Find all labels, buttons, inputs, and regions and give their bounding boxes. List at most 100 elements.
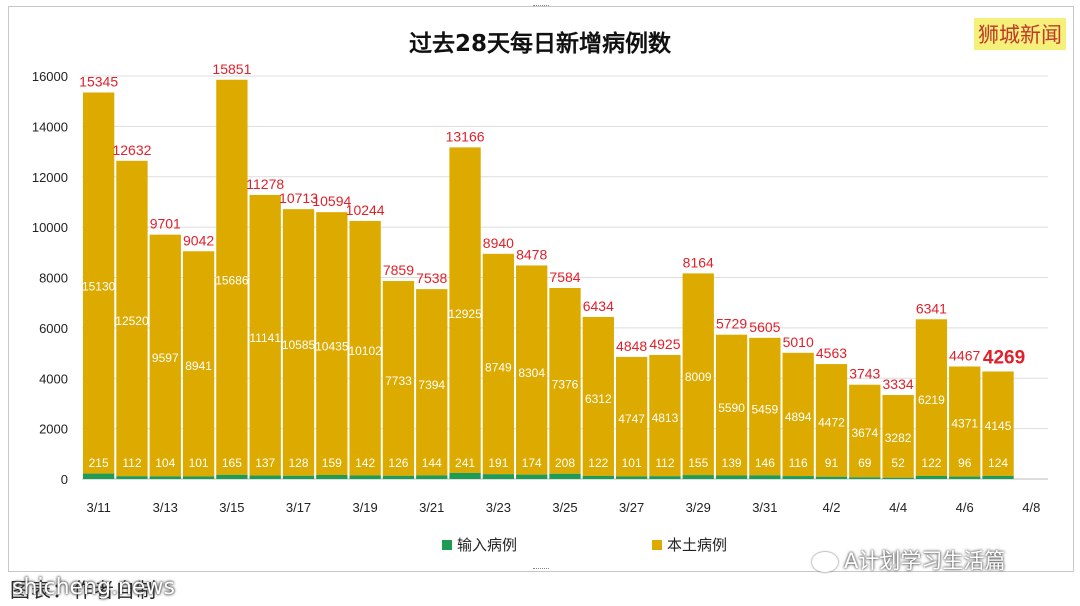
- bar-imported: [615, 476, 648, 479]
- total-value-label: 4925: [649, 336, 680, 352]
- bar-imported: [216, 474, 248, 479]
- bar-local: [249, 194, 281, 476]
- total-value-label: 8940: [483, 235, 514, 251]
- local-value-label: 6312: [585, 392, 612, 406]
- local-value-label: 4145: [985, 419, 1012, 433]
- local-value-label: 15686: [215, 273, 249, 287]
- bar-imported: [915, 475, 948, 479]
- imported-value-label: 144: [422, 456, 442, 470]
- total-value-label: 4269: [983, 347, 1025, 368]
- total-value-label: 5729: [716, 316, 747, 332]
- bar-local: [815, 364, 848, 477]
- total-value-label: 7584: [549, 269, 580, 285]
- bar-local: [82, 92, 115, 474]
- total-value-label: 9042: [183, 232, 214, 248]
- bar-imported: [649, 476, 681, 479]
- bar-imported: [949, 476, 981, 479]
- bar-imported: [715, 475, 748, 479]
- bar-local: [582, 316, 614, 476]
- x-tick-label: 3/13: [153, 500, 178, 515]
- x-tick-label: 3/15: [219, 500, 244, 515]
- x-tick-label: 3/11: [86, 500, 110, 515]
- local-value-label: 3674: [851, 426, 878, 440]
- local-value-label: 8009: [685, 370, 712, 384]
- total-value-label: 10594: [312, 193, 351, 209]
- bar-imported: [116, 476, 148, 479]
- total-value-label: 6341: [916, 300, 947, 316]
- x-tick-label: 3/31: [752, 500, 777, 515]
- bar-imported: [149, 476, 181, 479]
- bar-local: [949, 366, 981, 477]
- imported-value-label: 116: [789, 456, 808, 470]
- total-value-label: 4563: [816, 345, 847, 361]
- imported-value-label: 139: [722, 456, 742, 470]
- local-value-label: 4747: [618, 412, 645, 426]
- bar-local: [516, 265, 548, 475]
- legend-label-imported: 输入病例: [457, 536, 517, 554]
- brand-label: 狮城新闻: [974, 18, 1066, 50]
- x-tick-label: 3/27: [619, 500, 644, 515]
- imported-value-label: 174: [522, 456, 542, 470]
- local-value-label: 4894: [785, 410, 812, 424]
- imported-value-label: 128: [289, 456, 309, 470]
- bar-local: [549, 287, 581, 474]
- bar-local: [449, 147, 481, 473]
- total-value-label: 3743: [849, 366, 880, 382]
- y-tick-label: 14000: [32, 119, 68, 134]
- total-value-label: 12632: [112, 142, 151, 158]
- total-value-label: 7859: [383, 262, 414, 278]
- bar-imported: [349, 475, 381, 479]
- total-value-label: 15345: [79, 73, 118, 89]
- total-value-label: 10244: [346, 202, 385, 218]
- wechat-icon: [812, 552, 838, 572]
- imported-value-label: 191: [488, 456, 508, 470]
- local-value-label: 5459: [752, 402, 779, 416]
- local-value-label: 3282: [885, 431, 912, 445]
- y-tick-label: 2000: [39, 422, 68, 437]
- x-tick-label: 3/19: [352, 500, 377, 515]
- imported-value-label: 112: [122, 456, 141, 470]
- imported-value-label: 91: [825, 456, 839, 470]
- local-value-label: 8304: [518, 366, 545, 380]
- local-value-label: 4371: [951, 417, 978, 431]
- imported-value-label: 122: [588, 456, 608, 470]
- imported-value-label: 142: [355, 456, 375, 470]
- account-watermark-text: A计划学习生活篇: [844, 549, 1006, 573]
- bar-imported: [82, 473, 115, 479]
- bar-imported: [982, 475, 1014, 479]
- site-watermark: shicheng.news: [12, 575, 175, 600]
- legend-swatch-local: [652, 540, 662, 550]
- x-tick-label: 3/17: [286, 500, 311, 515]
- local-value-label: 8941: [185, 359, 212, 373]
- bar-imported: [416, 475, 448, 479]
- frame-handle: [533, 568, 549, 572]
- y-tick-label: 0: [61, 472, 68, 487]
- imported-value-label: 52: [891, 456, 905, 470]
- x-tick-label: 4/8: [1022, 500, 1040, 515]
- bar-imported: [382, 475, 415, 479]
- bar-local: [782, 352, 814, 477]
- total-value-label: 6434: [583, 298, 614, 314]
- x-tick-label: 3/29: [686, 500, 711, 515]
- bar-imported: [316, 474, 348, 479]
- x-tick-label: 4/6: [956, 500, 974, 515]
- imported-value-label: 126: [388, 456, 408, 470]
- imported-value-label: 69: [858, 456, 872, 470]
- y-tick-label: 6000: [39, 321, 68, 336]
- bar-imported: [582, 475, 614, 479]
- bar-local: [282, 209, 315, 476]
- total-value-label: 5605: [749, 319, 780, 335]
- imported-value-label: 165: [222, 456, 242, 470]
- bar-local: [416, 289, 448, 476]
- x-tick-label: 3/23: [486, 500, 511, 515]
- imported-value-label: 104: [155, 456, 175, 470]
- total-value-label: 7538: [416, 270, 447, 286]
- bar-local: [149, 234, 181, 477]
- local-value-label: 12520: [115, 314, 149, 328]
- y-tick-label: 4000: [39, 371, 68, 386]
- chart-title: 过去28天每日新增病例数: [408, 31, 671, 57]
- x-tick-label: 3/25: [552, 500, 577, 515]
- bar-imported: [516, 474, 548, 479]
- imported-value-label: 208: [555, 456, 575, 470]
